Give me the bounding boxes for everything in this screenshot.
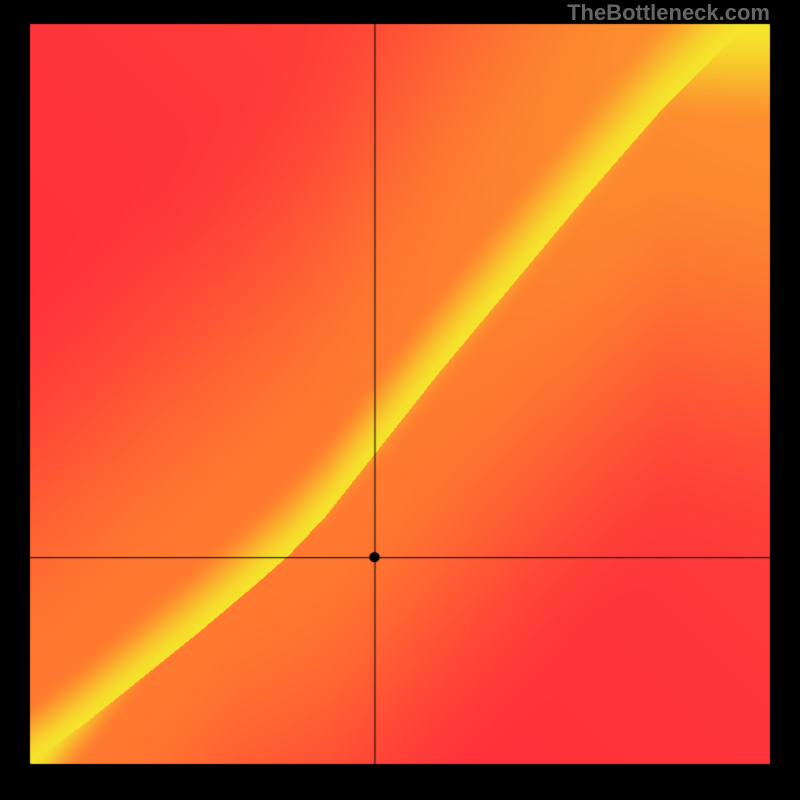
watermark-text: TheBottleneck.com (567, 0, 770, 26)
bottleneck-heatmap (0, 0, 800, 800)
